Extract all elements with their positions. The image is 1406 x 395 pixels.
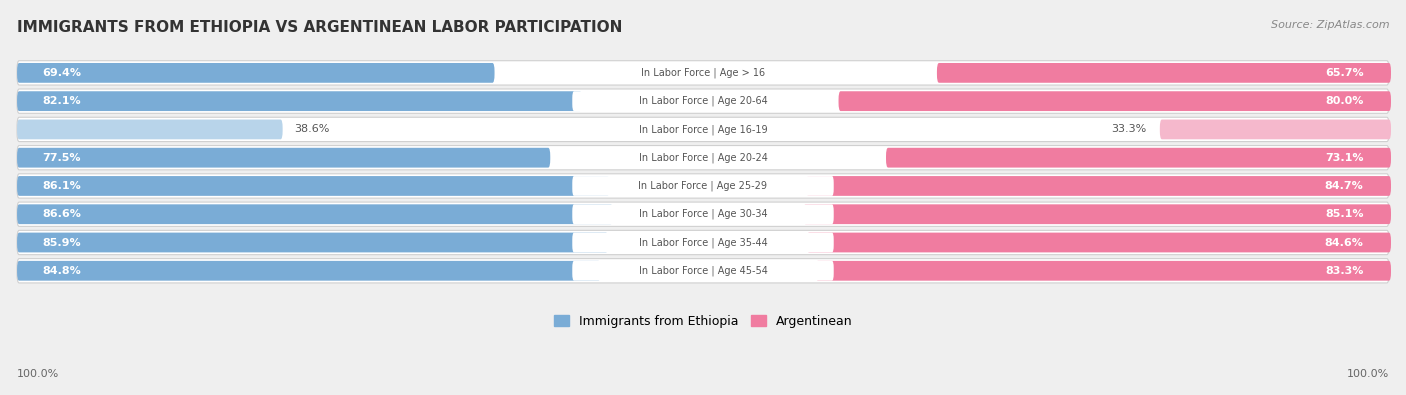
Text: IMMIGRANTS FROM ETHIOPIA VS ARGENTINEAN LABOR PARTICIPATION: IMMIGRANTS FROM ETHIOPIA VS ARGENTINEAN … — [17, 20, 623, 35]
FancyBboxPatch shape — [936, 63, 1391, 83]
Text: 100.0%: 100.0% — [17, 369, 59, 379]
Text: 82.1%: 82.1% — [42, 96, 82, 106]
FancyBboxPatch shape — [838, 91, 1391, 111]
FancyBboxPatch shape — [17, 145, 1389, 170]
Text: 84.6%: 84.6% — [1324, 237, 1364, 248]
FancyBboxPatch shape — [17, 117, 1389, 141]
FancyBboxPatch shape — [17, 91, 582, 111]
FancyBboxPatch shape — [572, 91, 834, 111]
FancyBboxPatch shape — [886, 148, 1391, 167]
FancyBboxPatch shape — [17, 61, 1389, 85]
FancyBboxPatch shape — [17, 261, 600, 281]
FancyBboxPatch shape — [1160, 120, 1391, 139]
Text: 85.9%: 85.9% — [42, 237, 82, 248]
Text: Source: ZipAtlas.com: Source: ZipAtlas.com — [1271, 20, 1389, 30]
FancyBboxPatch shape — [17, 120, 283, 139]
Text: 73.1%: 73.1% — [1324, 153, 1364, 163]
Text: 83.3%: 83.3% — [1324, 266, 1364, 276]
FancyBboxPatch shape — [572, 233, 834, 252]
FancyBboxPatch shape — [17, 259, 1389, 283]
Text: 65.7%: 65.7% — [1324, 68, 1364, 78]
Text: In Labor Force | Age 16-19: In Labor Force | Age 16-19 — [638, 124, 768, 135]
Text: In Labor Force | Age > 16: In Labor Force | Age > 16 — [641, 68, 765, 78]
FancyBboxPatch shape — [17, 148, 550, 167]
Text: 38.6%: 38.6% — [294, 124, 329, 134]
Text: 86.6%: 86.6% — [42, 209, 82, 219]
FancyBboxPatch shape — [806, 176, 1391, 196]
FancyBboxPatch shape — [572, 204, 834, 224]
FancyBboxPatch shape — [17, 174, 1389, 198]
FancyBboxPatch shape — [17, 63, 495, 83]
FancyBboxPatch shape — [572, 63, 834, 83]
FancyBboxPatch shape — [17, 176, 609, 196]
Text: 85.1%: 85.1% — [1324, 209, 1364, 219]
Text: 33.3%: 33.3% — [1111, 124, 1146, 134]
FancyBboxPatch shape — [815, 261, 1391, 281]
Text: In Labor Force | Age 20-64: In Labor Force | Age 20-64 — [638, 96, 768, 106]
Text: 80.0%: 80.0% — [1324, 96, 1364, 106]
Text: In Labor Force | Age 20-24: In Labor Force | Age 20-24 — [638, 152, 768, 163]
FancyBboxPatch shape — [17, 89, 1389, 113]
FancyBboxPatch shape — [17, 230, 1389, 255]
Text: In Labor Force | Age 25-29: In Labor Force | Age 25-29 — [638, 181, 768, 191]
FancyBboxPatch shape — [17, 233, 607, 252]
Text: In Labor Force | Age 35-44: In Labor Force | Age 35-44 — [638, 237, 768, 248]
Legend: Immigrants from Ethiopia, Argentinean: Immigrants from Ethiopia, Argentinean — [548, 310, 858, 333]
FancyBboxPatch shape — [803, 204, 1391, 224]
FancyBboxPatch shape — [572, 261, 834, 281]
FancyBboxPatch shape — [572, 176, 834, 196]
FancyBboxPatch shape — [572, 120, 834, 139]
Text: 86.1%: 86.1% — [42, 181, 82, 191]
Text: 77.5%: 77.5% — [42, 153, 82, 163]
Text: 84.7%: 84.7% — [1324, 181, 1364, 191]
Text: In Labor Force | Age 30-34: In Labor Force | Age 30-34 — [638, 209, 768, 220]
FancyBboxPatch shape — [17, 204, 613, 224]
FancyBboxPatch shape — [572, 148, 834, 167]
Text: In Labor Force | Age 45-54: In Labor Force | Age 45-54 — [638, 265, 768, 276]
Text: 84.8%: 84.8% — [42, 266, 82, 276]
FancyBboxPatch shape — [807, 233, 1391, 252]
FancyBboxPatch shape — [17, 202, 1389, 226]
Text: 69.4%: 69.4% — [42, 68, 82, 78]
Text: 100.0%: 100.0% — [1347, 369, 1389, 379]
